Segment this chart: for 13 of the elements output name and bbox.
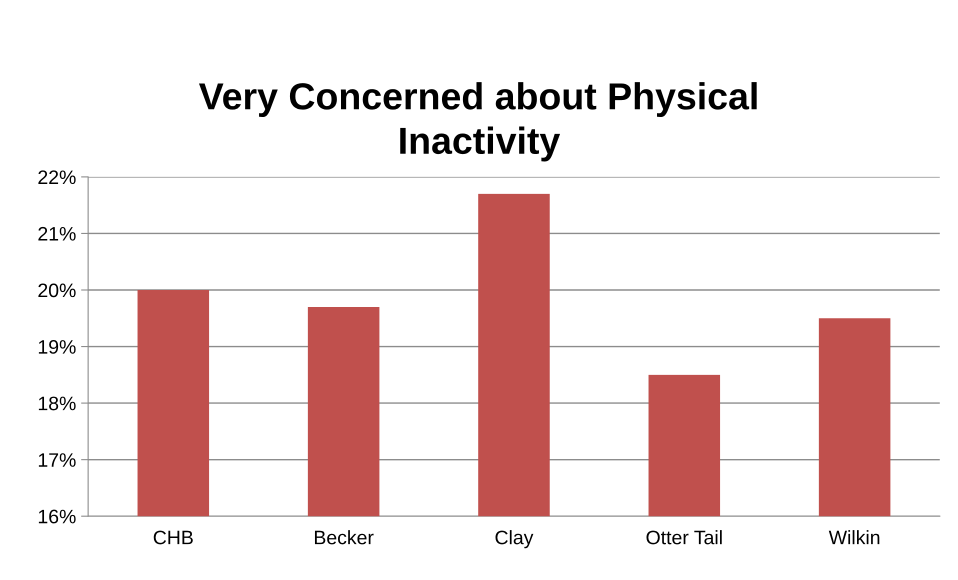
y-tick-label: 19% — [38, 340, 76, 354]
x-tick-label: Wilkin — [828, 530, 880, 544]
y-tick-label: 16% — [38, 510, 76, 524]
y-tick-label: 21% — [38, 226, 76, 241]
y-tick-label: 22% — [38, 170, 76, 184]
x-tick-label: Becker — [314, 530, 374, 544]
x-tick-label: Otter Tail — [646, 530, 722, 544]
y-tick-label: 20% — [38, 283, 76, 298]
y-tick-label: 17% — [38, 453, 76, 467]
y-tick-label: 18% — [38, 396, 76, 410]
x-tick-label: CHB — [154, 530, 193, 544]
x-tick-label: Clay — [496, 530, 534, 548]
chart-title: Very Concerned about Physical Inactivity — [198, 82, 757, 162]
